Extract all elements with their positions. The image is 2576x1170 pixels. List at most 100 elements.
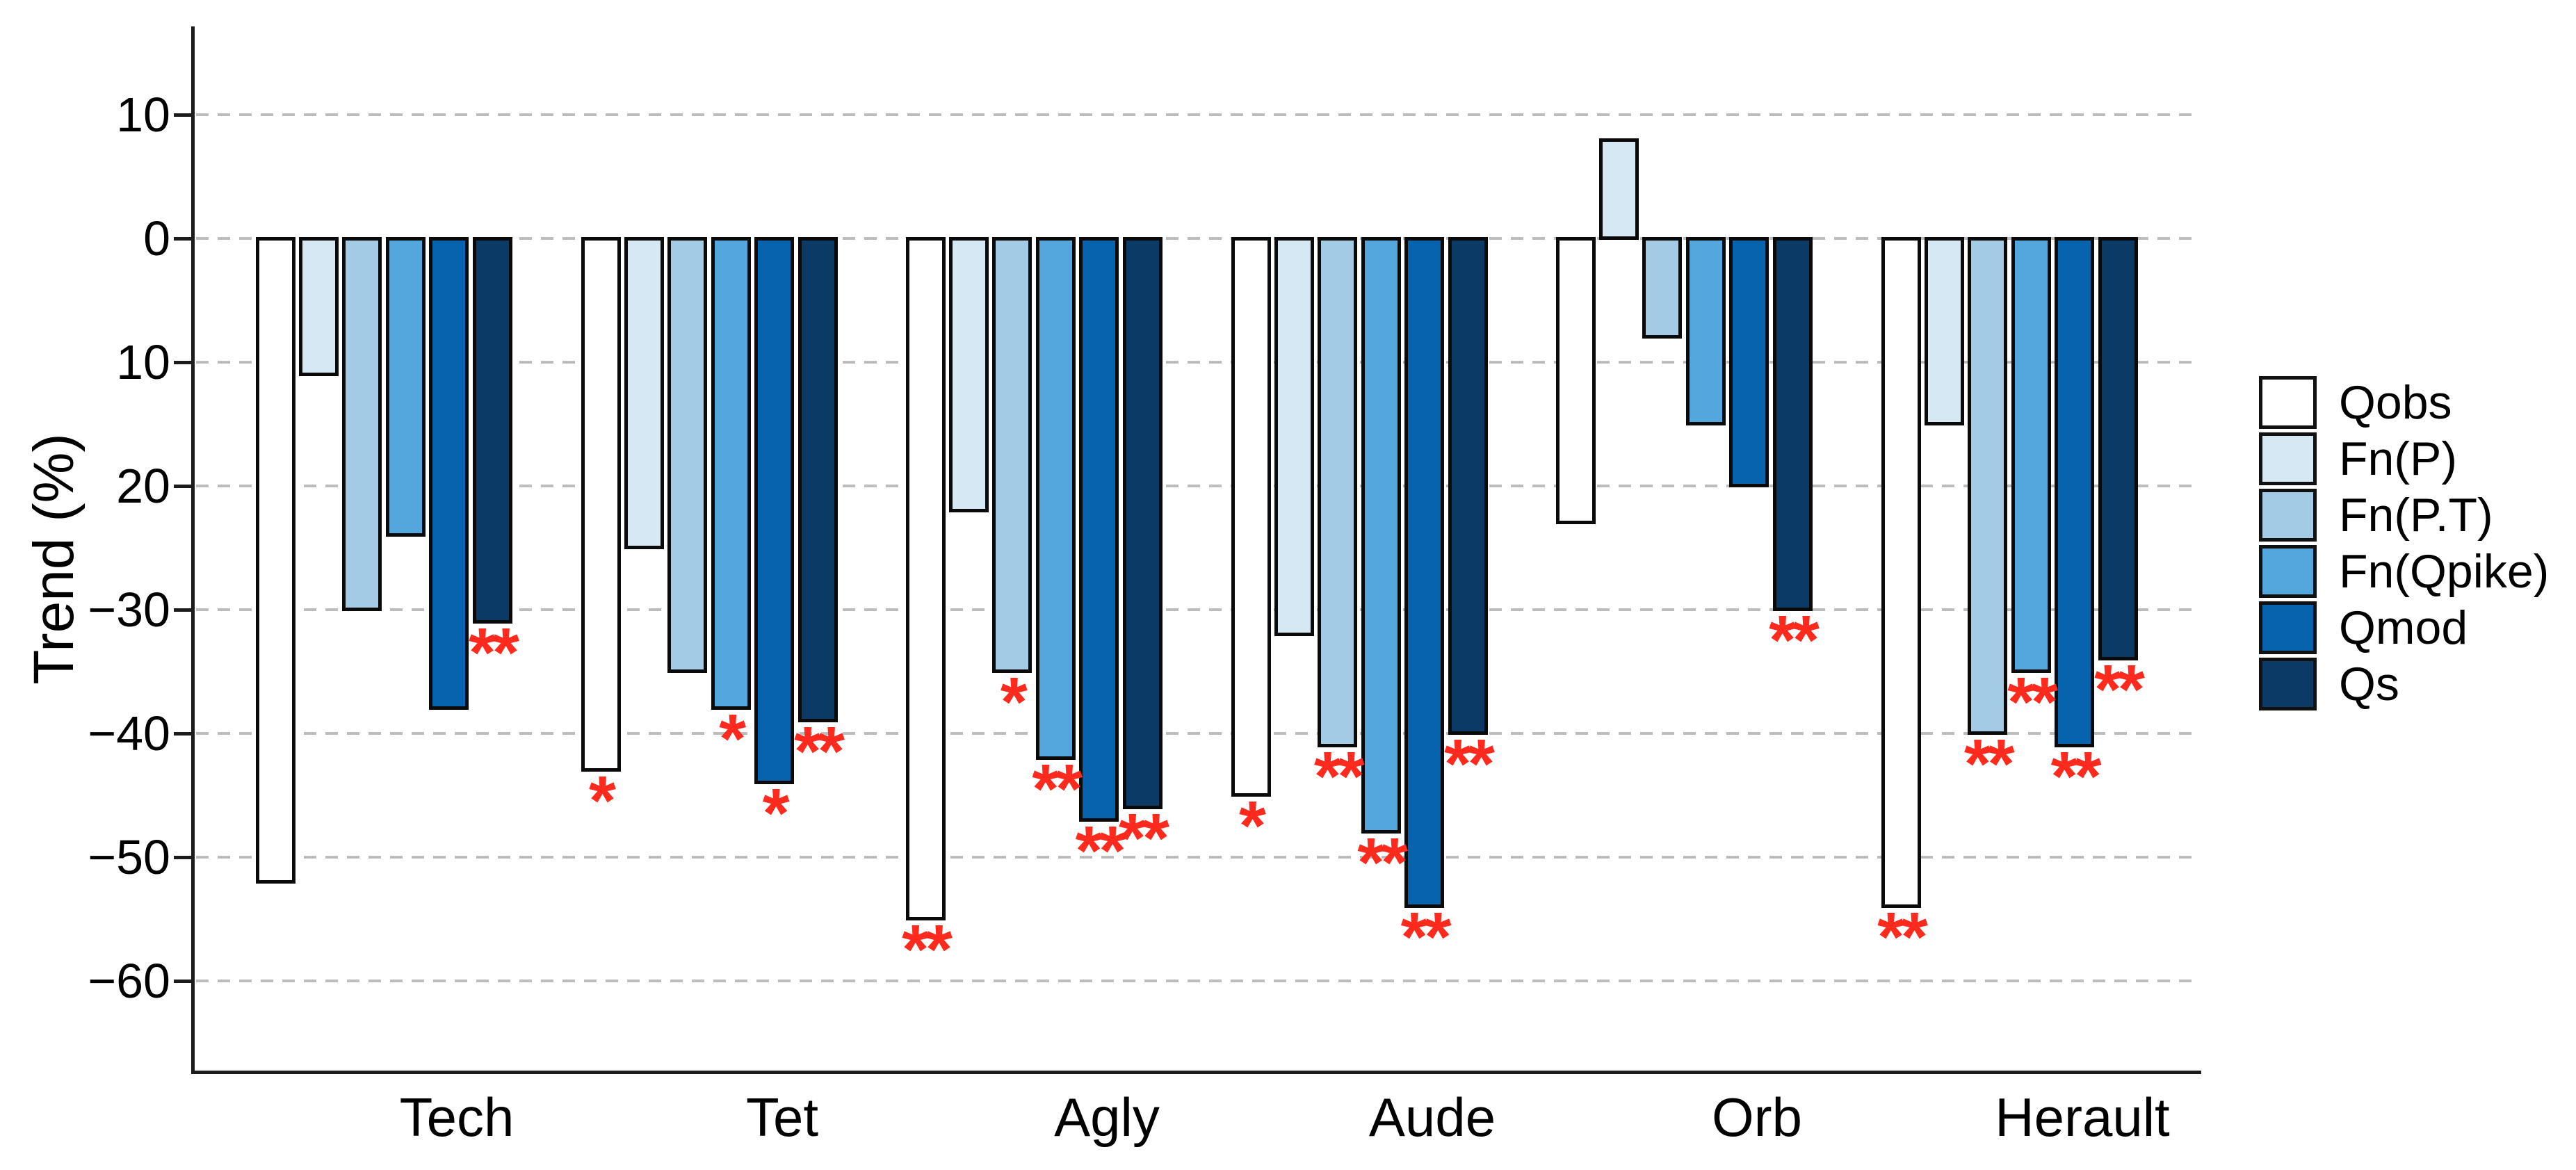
x-axis-line [191, 1071, 2201, 1074]
y-tick-label--40: −40 [88, 706, 170, 761]
bar-aude-qs [1448, 237, 1488, 735]
y-tick-label--60: −60 [88, 954, 170, 1008]
significance-tet-fn-qpike: * [719, 700, 746, 779]
bar-tet-fn-p-t [667, 237, 708, 673]
x-axis-label-orb: Orb [1711, 1087, 1803, 1148]
legend-label-qobs: Qobs [2339, 376, 2452, 429]
y-tick-0 [174, 237, 193, 241]
x-axis-label-tech: Tech [399, 1087, 515, 1148]
gridline--20 [196, 485, 2199, 487]
legend-swatch-fn-p [2259, 432, 2317, 485]
significance-aude-qmod: ** [1400, 898, 1452, 977]
bar-herault-fn-p [1924, 237, 1964, 425]
significance-aude-fn-qpike: ** [1357, 824, 1408, 902]
bar-herault-qs [2098, 237, 2138, 661]
legend-label-qmod: Qmod [2339, 601, 2468, 654]
bar-orb-qmod [1729, 237, 1769, 487]
y-tick-label--10: 10 [116, 335, 170, 389]
legend-label-fn-qpike: Fn(Qpike) [2339, 545, 2550, 598]
significance-tet-qobs: * [589, 762, 616, 840]
significance-herault-qobs: ** [1877, 898, 1928, 977]
bar-tet-fn-qpike [711, 237, 751, 710]
y-tick-label--20: 20 [116, 459, 170, 513]
legend-swatch-fn-qpike [2259, 545, 2317, 598]
gridline--50 [196, 856, 2199, 859]
bar-tech-fn-p [298, 237, 339, 376]
significance-herault-fn-p-t: ** [1963, 725, 2015, 803]
y-tick--50 [174, 856, 193, 859]
significance-aude-fn-p-t: ** [1313, 737, 1365, 815]
legend-label-qs: Qs [2339, 658, 2399, 710]
bar-tet-qs [797, 237, 838, 723]
bar-agly-fn-p [948, 237, 989, 512]
bar-tech-qs [472, 237, 512, 624]
bar-aude-fn-p-t [1318, 237, 1358, 747]
bar-tech-qobs [255, 237, 295, 884]
bar-aude-qobs [1231, 237, 1271, 797]
significance-orb-qs: ** [1769, 601, 1820, 679]
y-tick--10 [174, 361, 193, 364]
bar-herault-qmod [2055, 237, 2095, 747]
gridline--10 [196, 361, 2199, 364]
bar-aude-qmod [1404, 237, 1445, 909]
bar-agly-fn-qpike [1035, 237, 1076, 760]
significance-herault-qmod: ** [2050, 737, 2102, 815]
significance-agly-qmod: ** [1075, 811, 1126, 890]
bar-tet-fn-p [624, 237, 664, 549]
bar-tet-qobs [581, 237, 621, 772]
bar-agly-qs [1122, 237, 1163, 809]
y-tick-label-0: 0 [143, 211, 170, 266]
bar-tech-qmod [429, 237, 469, 710]
legend-swatch-qobs [2259, 376, 2317, 429]
significance-herault-qs: ** [2094, 651, 2145, 729]
bar-tech-fn-p-t [342, 237, 382, 611]
y-tick--60 [174, 980, 193, 983]
y-axis-title: Trend (%) [22, 433, 86, 685]
significance-herault-fn-qpike: ** [2007, 663, 2058, 741]
significance-agly-qobs: ** [902, 911, 953, 989]
gridline--40 [196, 732, 2199, 735]
legend-swatch-fn-p-t [2259, 489, 2317, 542]
significance-agly-qs: ** [1119, 799, 1169, 877]
significance-tet-qs: ** [794, 713, 845, 791]
bar-agly-qmod [1079, 237, 1119, 822]
x-axis-label-herault: Herault [1995, 1087, 2170, 1148]
bar-orb-fn-p-t [1642, 237, 1683, 339]
bar-orb-fn-p [1598, 138, 1639, 240]
gridline-10 [196, 113, 2199, 116]
x-axis-label-aude: Aude [1368, 1087, 1496, 1148]
y-tick--20 [174, 485, 193, 488]
legend-swatch-qs [2259, 658, 2317, 710]
gridline--30 [196, 608, 2199, 611]
y-tick-10 [174, 113, 193, 117]
significance-aude-qobs: * [1239, 787, 1266, 865]
bar-orb-qs [1772, 237, 1813, 611]
significance-agly-fn-qpike: ** [1032, 749, 1083, 828]
bar-agly-qobs [905, 237, 946, 920]
gridline-0 [196, 237, 2199, 240]
y-axis-line [191, 26, 195, 1073]
x-axis-label-agly: Agly [1054, 1087, 1160, 1148]
y-tick-label--50: −50 [88, 830, 170, 884]
bar-tet-qmod [754, 237, 795, 785]
significance-agly-fn-p-t: * [1000, 663, 1028, 741]
legend-label-fn-p-t: Fn(P.T) [2339, 489, 2493, 542]
bar-orb-fn-qpike [1685, 237, 1726, 425]
bar-herault-qobs [1881, 237, 1921, 909]
y-tick-label--30: −30 [88, 583, 170, 637]
bar-herault-fn-p-t [1968, 237, 2008, 735]
bar-tech-fn-qpike [385, 237, 426, 537]
y-tick--40 [174, 732, 193, 736]
gridline--60 [196, 980, 2199, 982]
significance-tech-qs: ** [469, 613, 519, 692]
bar-aude-fn-qpike [1361, 237, 1401, 834]
legend-swatch-qmod [2259, 601, 2317, 654]
x-axis-label-tet: Tet [745, 1087, 819, 1148]
significance-tet-qmod: * [762, 774, 790, 853]
y-tick--30 [174, 608, 193, 612]
bar-aude-fn-p [1274, 237, 1314, 636]
significance-aude-qs: ** [1444, 725, 1495, 803]
bar-orb-qobs [1555, 237, 1596, 525]
bar-herault-fn-qpike [2011, 237, 2051, 673]
